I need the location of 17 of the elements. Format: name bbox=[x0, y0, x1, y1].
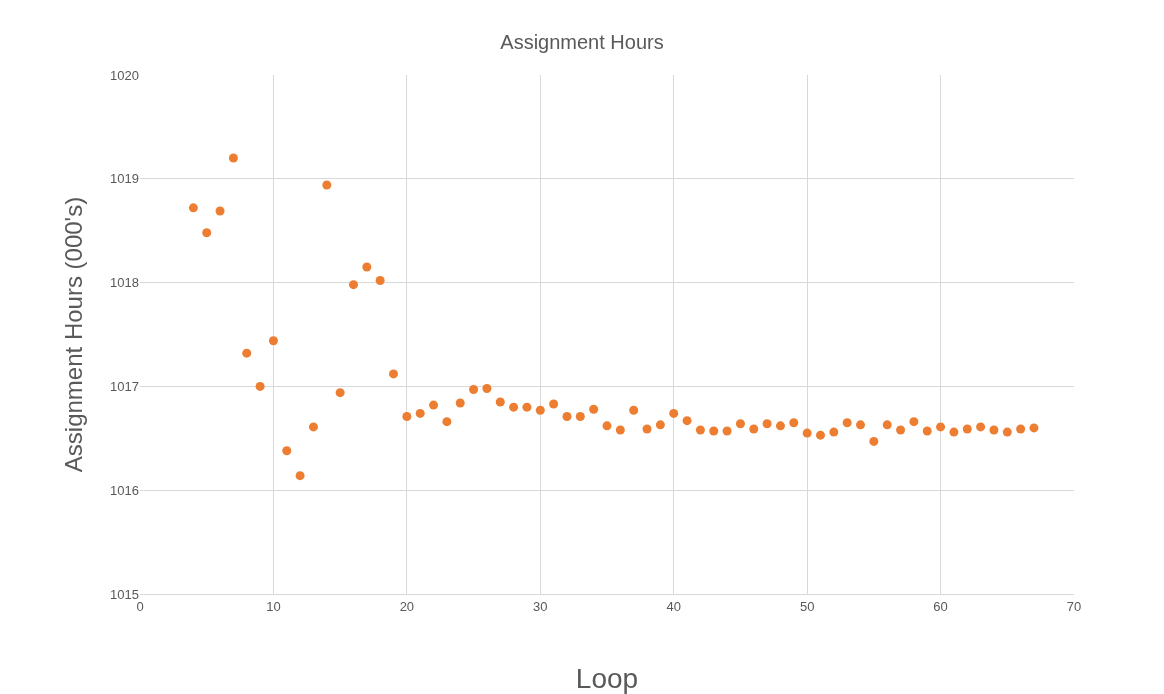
x-tick-label: 30 bbox=[533, 598, 548, 614]
y-tick-label: 1016 bbox=[110, 482, 139, 498]
x-tick-label: 0 bbox=[136, 598, 144, 614]
y-axis-title: Assignment Hours (000's) bbox=[60, 196, 87, 473]
x-axis-title: Loop bbox=[575, 663, 639, 694]
x-tick-label: 20 bbox=[399, 598, 415, 614]
chart-title: Assignment Hours bbox=[500, 30, 664, 53]
y-tick-label: 1019 bbox=[110, 171, 139, 187]
x-tick-label: 10 bbox=[266, 598, 281, 614]
y-tick-label: 1020 bbox=[110, 67, 139, 83]
x-tick-label: 50 bbox=[799, 598, 815, 614]
y-tick-label: 1017 bbox=[110, 378, 139, 394]
y-tick-label: 1015 bbox=[110, 586, 139, 602]
y-tick-label: 1018 bbox=[110, 275, 139, 291]
x-tick-label: 60 bbox=[933, 598, 948, 614]
x-tick-label: 40 bbox=[666, 598, 681, 614]
x-tick-label: 70 bbox=[1066, 598, 1082, 614]
